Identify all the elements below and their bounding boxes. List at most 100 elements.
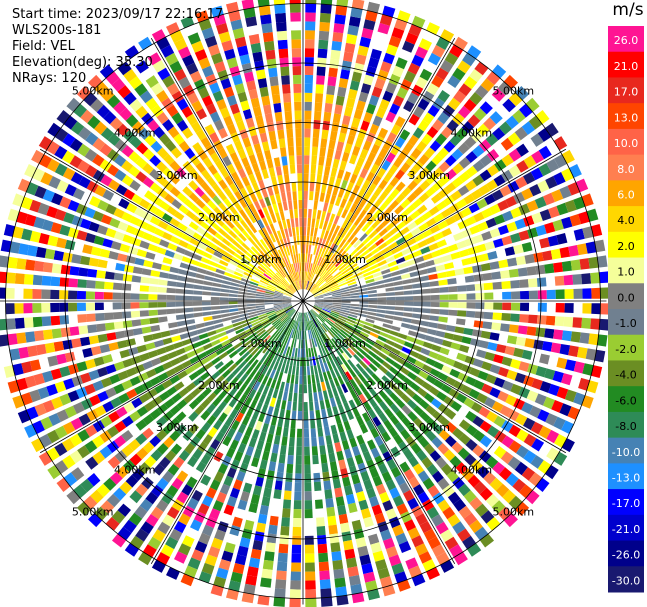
velocity-cell <box>291 39 301 49</box>
velocity-cell <box>237 45 249 57</box>
velocity-cell <box>320 353 326 364</box>
velocity-cell <box>369 123 380 135</box>
velocity-cell <box>359 301 369 304</box>
velocity-cell <box>287 137 294 147</box>
velocity-cell <box>154 227 165 237</box>
velocity-cell <box>211 222 221 232</box>
velocity-cell <box>218 228 228 237</box>
velocity-cell <box>103 292 113 300</box>
velocity-cell <box>176 491 189 504</box>
velocity-cell <box>422 229 433 238</box>
velocity-cell <box>117 253 128 262</box>
velocity-cell <box>145 97 159 111</box>
velocity-cell <box>239 281 250 286</box>
velocity-cell <box>319 373 324 383</box>
velocity-cell <box>174 551 188 564</box>
velocity-cell <box>579 332 590 344</box>
velocity-cell <box>440 559 455 573</box>
velocity-cell <box>53 341 64 352</box>
velocity-cell <box>389 200 399 210</box>
velocity-cell <box>197 149 208 161</box>
velocity-cell <box>255 190 263 201</box>
velocity-cell <box>288 155 295 165</box>
velocity-cell <box>361 249 370 257</box>
velocity-cell <box>325 275 333 283</box>
velocity-cell <box>305 280 308 290</box>
velocity-cell <box>125 474 139 488</box>
velocity-cell <box>251 320 261 327</box>
velocity-cell <box>200 237 211 246</box>
velocity-cell <box>23 274 34 285</box>
velocity-cell <box>92 169 105 182</box>
velocity-cell <box>264 395 271 406</box>
velocity-cell <box>403 489 415 502</box>
velocity-cell <box>306 226 311 236</box>
velocity-cell <box>306 357 310 367</box>
velocity-cell <box>425 160 437 172</box>
velocity-cell <box>293 329 297 339</box>
velocity-cell <box>64 405 77 418</box>
velocity-cell <box>288 200 293 210</box>
velocity-cell <box>564 389 577 403</box>
velocity-cell <box>204 275 214 282</box>
velocity-cell <box>288 245 293 255</box>
velocity-cell <box>394 18 408 31</box>
velocity-cell <box>363 380 372 390</box>
velocity-cell <box>141 268 152 276</box>
velocity-cell <box>273 262 280 271</box>
velocity-cell <box>339 354 347 364</box>
velocity-cell <box>545 315 556 326</box>
velocity-cell <box>243 386 252 396</box>
velocity-cell <box>416 449 428 462</box>
velocity-cell <box>588 256 599 269</box>
velocity-cell <box>274 290 284 295</box>
velocity-cell <box>184 283 195 289</box>
velocity-cell <box>174 38 188 51</box>
velocity-cell <box>152 59 166 73</box>
velocity-cell <box>34 185 47 199</box>
velocity-cell <box>167 242 178 251</box>
velocity-cell <box>344 200 353 211</box>
velocity-cell <box>213 251 223 259</box>
velocity-cell <box>457 185 470 196</box>
range-label: 3.00km <box>408 421 450 434</box>
velocity-cell <box>338 250 347 259</box>
velocity-cell <box>117 85 131 99</box>
velocity-cell <box>156 499 169 512</box>
velocity-cell <box>327 515 337 526</box>
velocity-cell <box>136 344 147 353</box>
velocity-cell <box>176 399 188 410</box>
velocity-cell <box>282 219 287 229</box>
velocity-cell <box>487 342 498 352</box>
velocity-cell <box>395 57 408 70</box>
nrays-label: NRays: 120 <box>12 71 87 86</box>
velocity-cell <box>237 294 247 298</box>
velocity-cell <box>519 279 529 288</box>
velocity-cell <box>166 386 178 397</box>
velocity-cell <box>332 299 342 301</box>
velocity-cell <box>332 158 340 169</box>
velocity-cell <box>338 343 347 352</box>
velocity-cell <box>179 262 190 270</box>
velocity-cell <box>559 344 571 356</box>
velocity-cell <box>115 262 126 272</box>
velocity-cell <box>281 315 289 322</box>
velocity-cell <box>264 299 274 301</box>
velocity-cell <box>46 158 60 173</box>
velocity-cell <box>266 287 276 292</box>
velocity-cell <box>418 222 429 232</box>
velocity-cell <box>146 203 158 214</box>
velocity-cell <box>339 313 349 318</box>
velocity-cell <box>293 282 299 291</box>
instrument-label: WLS200s-181 <box>12 23 102 38</box>
velocity-cell <box>291 562 301 572</box>
velocity-cell <box>217 264 227 271</box>
velocity-cell <box>280 229 286 239</box>
velocity-cell <box>514 461 528 476</box>
velocity-cell <box>343 270 352 277</box>
velocity-cell <box>202 291 212 296</box>
velocity-cell <box>313 292 323 297</box>
velocity-cell <box>76 501 91 516</box>
velocity-cell <box>143 334 154 343</box>
velocity-cell <box>501 420 514 433</box>
